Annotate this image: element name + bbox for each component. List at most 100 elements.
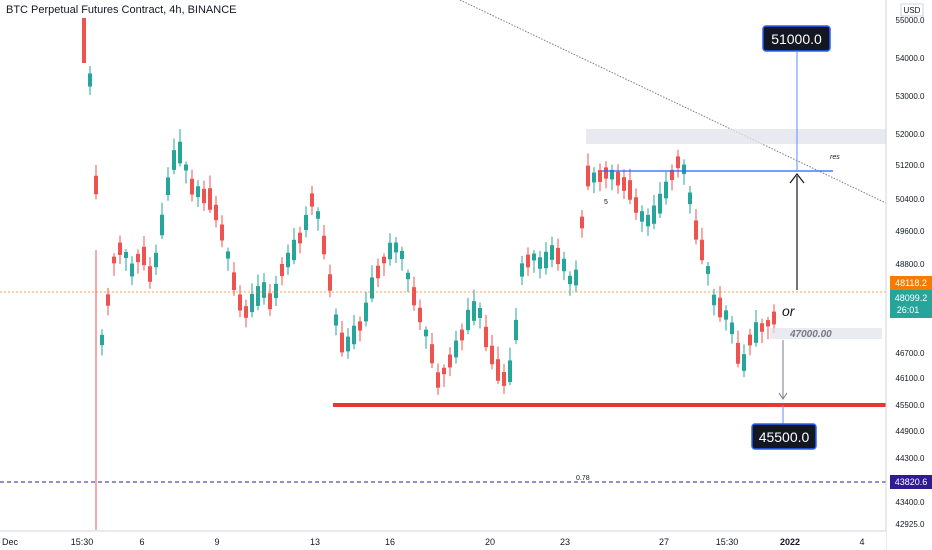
candle-body [124,251,128,259]
fib-label: 0.78 [576,475,590,482]
target-high-value: 51000.0 [771,31,822,47]
candle-body [100,334,104,346]
candle-body [478,307,482,319]
candle-body [496,359,500,381]
price-tick-label: 46700.0 [896,349,925,358]
candle-body [682,164,686,175]
candle-body [184,164,188,171]
candle-body [358,321,362,331]
candle-body [766,320,770,327]
candle-body [400,250,404,260]
candle-body [772,311,776,325]
price-tick-label: 46100.0 [896,374,925,383]
currency-label-box [900,3,924,17]
price-tick-label: 49600.0 [896,227,925,236]
candle-body [544,251,548,269]
candle-body [322,235,326,255]
candle-body [166,177,170,196]
candle-body [196,186,200,198]
candle-body [754,322,758,343]
price-tick-label: 43400.0 [896,498,925,507]
candle-body [718,297,722,318]
chart-title: BTC Perpetual Futures Contract, 4h, BINA… [6,4,236,16]
time-tick-label: 27 [659,537,669,547]
candle-body [154,252,158,268]
price-tick-label: 52000.0 [896,130,925,139]
candle-body [694,220,698,240]
wave-5-label: 5 [604,199,608,206]
time-tick-label: 6 [139,537,144,547]
target-low-value: 45500.0 [759,429,810,445]
candle-body [262,282,266,298]
candle-body [430,344,434,364]
candle-body [736,342,740,364]
candle-body [412,287,416,306]
time-tick-label: 20 [485,537,495,547]
candle-body [658,193,662,214]
candle-body [310,193,314,207]
candle-body [484,326,488,348]
candle-body [88,73,92,87]
price-axis[interactable]: USD 55000.0 54000.0 53000.0 52000.0 51200.0 5… [885,0,932,550]
candle-body [250,293,254,313]
candle-body [490,345,494,365]
candle-body [472,301,476,321]
price-tick-label: 44300.0 [896,454,925,463]
mid-level-zone [770,328,882,339]
candle-body [646,214,650,227]
price-tick-label: 55000.0 [896,16,925,25]
candle-body [520,263,524,277]
candle-body [640,211,644,222]
candle-body [142,246,146,266]
candle-body [328,274,332,291]
candle-body [160,214,164,236]
time-axis[interactable]: Dec 15:30 6 9 13 16 20 23 27 15:30 2022 4 [0,530,886,550]
candle-body [466,309,470,331]
candle-body [562,258,566,272]
candle-body [220,224,224,241]
candle-body [568,275,572,285]
candle-body [424,329,428,337]
candle-body [598,170,602,182]
target-low-badge[interactable] [751,423,817,450]
candle-body [244,306,248,318]
candle-body [238,294,242,311]
candle-body [382,256,386,264]
candle-body [274,283,278,299]
fib-level-badge [890,475,932,489]
time-tick-label: 23 [560,537,570,547]
time-tick-label: 4 [859,537,864,547]
candle-body [172,150,176,170]
candle-body [616,171,620,186]
candle-body [748,334,752,346]
candle-body [178,141,182,164]
candle-body [556,247,560,265]
time-tick-label: 13 [310,537,320,547]
down-arrow-head [778,392,788,400]
candle-body [688,192,692,205]
candle-body [298,232,302,244]
target-high-badge[interactable] [762,25,831,52]
candle-body [550,245,554,260]
candle-body [418,307,422,323]
price-tick-label: 53000.0 [896,92,925,101]
candle-body [706,266,710,274]
candle-body [460,329,464,341]
res-label: res [830,154,840,161]
candle-body [622,177,626,191]
candlestick-series [82,18,776,530]
candle-body [454,340,458,358]
up-arrow-head [789,173,805,184]
candle-body [532,253,536,261]
descending-trendline[interactable] [459,0,889,205]
resistance-zone[interactable] [586,129,888,144]
candle-body [724,310,728,320]
candle-body [286,252,290,268]
candle-body [514,319,518,341]
current-price-badge [890,276,932,290]
candle-body [436,372,440,388]
candle-body [448,354,452,368]
candle-body [586,165,590,187]
candle-body [592,172,596,183]
